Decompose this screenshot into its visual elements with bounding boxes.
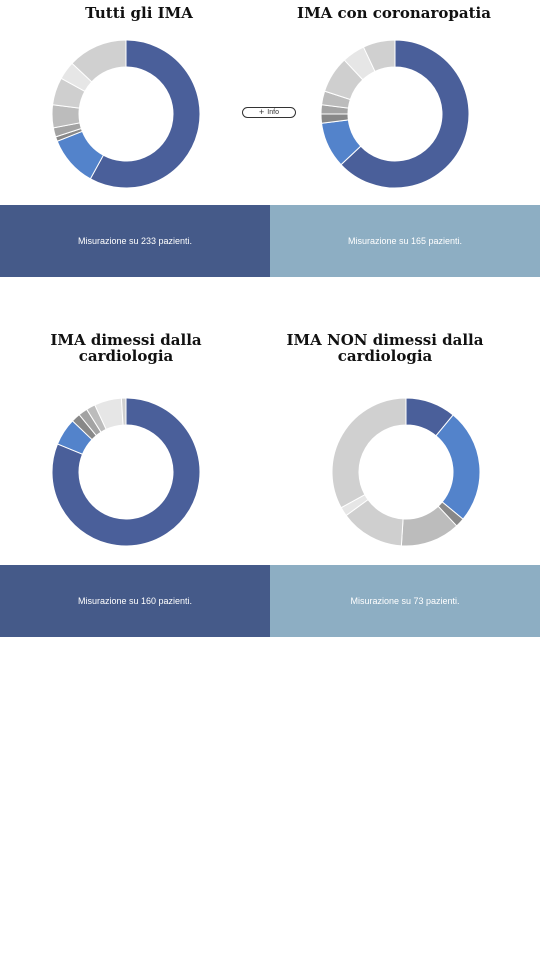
donut-chart-dimessi xyxy=(51,397,201,547)
donut-chart-coronaropatia xyxy=(320,39,470,189)
chart-title-coronaropatia: IMA con coronaropatia xyxy=(297,4,491,22)
caption-band-non-dimessi: Misurazione su 73 pazienti. xyxy=(270,565,540,637)
caption-band-tutti: Misurazione su 233 pazienti. xyxy=(0,205,270,277)
donut-slice-0 xyxy=(51,397,201,547)
donut-slice-0 xyxy=(340,39,470,189)
donut-slice-6 xyxy=(120,397,127,426)
chart-title-dimessi: IMA dimessi dalla cardiologia xyxy=(50,331,202,365)
donut-chart-non-dimessi xyxy=(331,397,481,547)
info-button[interactable]: + Info xyxy=(242,107,296,118)
chart-title-tutti: Tutti gli IMA xyxy=(85,4,193,22)
caption-band-coronaropatia: Misurazione su 165 pazienti. xyxy=(270,205,540,277)
caption-tutti: Misurazione su 233 pazienti. xyxy=(77,236,193,246)
chart-title-non-dimessi: IMA NON dimessi dalla cardiologia xyxy=(286,331,484,365)
donut-chart-tutti xyxy=(51,39,201,189)
donut-slice-7 xyxy=(71,39,127,83)
plus-icon: + xyxy=(259,107,265,117)
info-button-label: Info xyxy=(267,109,279,116)
caption-non-dimessi: Misurazione su 73 pazienti. xyxy=(350,596,460,606)
caption-dimessi: Misurazione su 160 pazienti. xyxy=(77,596,193,606)
donut-slice-6 xyxy=(331,397,407,509)
donut-slice-0 xyxy=(89,39,201,189)
caption-band-dimessi: Misurazione su 160 pazienti. xyxy=(0,565,270,637)
donut-slice-7 xyxy=(362,39,396,73)
caption-coronaropatia: Misurazione su 165 pazienti. xyxy=(347,236,463,246)
